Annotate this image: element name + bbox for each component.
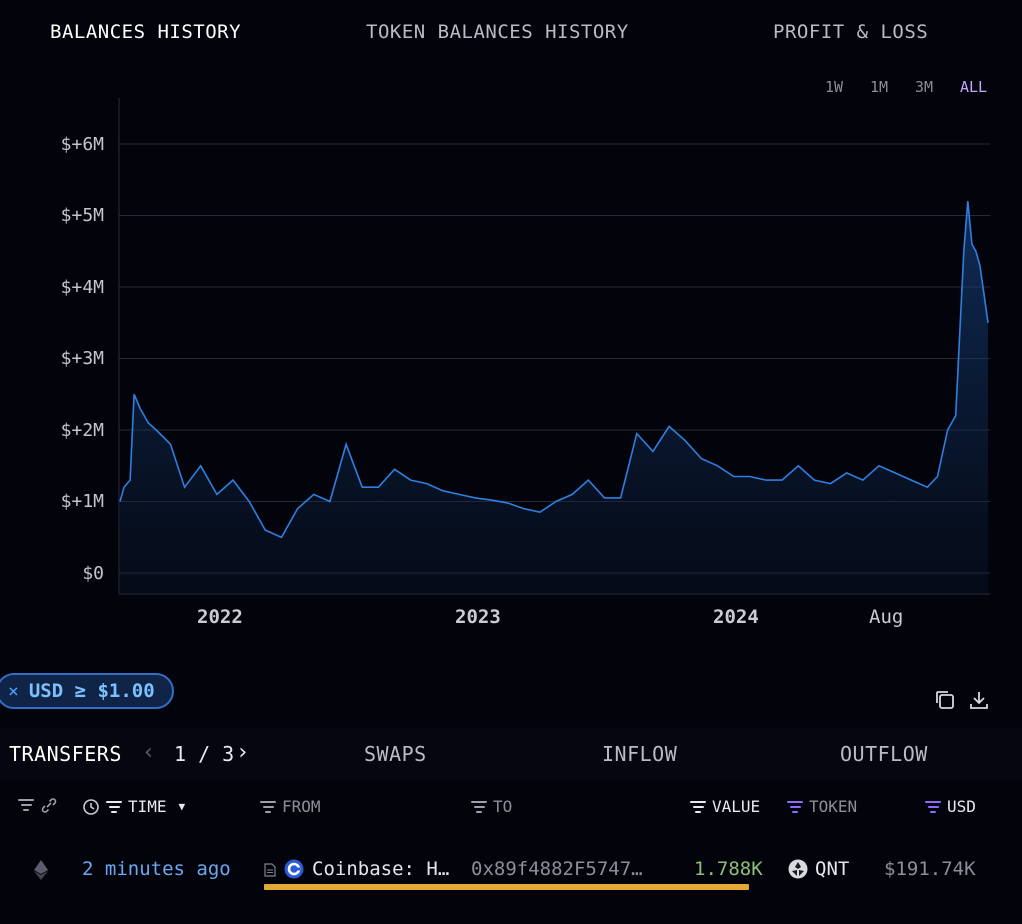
from-column-header[interactable]: FROM [260,797,321,816]
token-header-label: TOKEN [809,797,858,816]
x-tick-2023: 2023 [455,606,501,628]
range-1m-button[interactable]: 1M [870,78,889,96]
tab-transfers[interactable]: TRANSFERS [9,742,122,766]
time-header-label: TIME [128,797,167,816]
token-column-header[interactable]: TOKEN [787,797,857,816]
range-3m-button[interactable]: 3M [915,78,934,96]
balance-area [120,201,988,594]
time-column-header[interactable]: TIME ▼ [82,797,185,816]
time-cell[interactable]: 2 minutes ago [82,858,231,880]
filter-icon[interactable] [106,800,122,813]
sort-down-icon[interactable]: ▼ [178,800,186,813]
next-page-icon[interactable]: › [236,740,250,765]
filter-icon[interactable] [787,800,803,813]
tab-outflow[interactable]: OUTFLOW [840,742,928,766]
y-tick-3m: $+3M [60,348,104,369]
balance-line [119,201,989,539]
tab-profit-loss[interactable]: PROFIT & LOSS [773,21,929,43]
y-tick-4m: $+4M [60,277,104,298]
link-icon[interactable] [40,797,58,813]
usd-header-label: USD [947,797,976,816]
usd-filter-pill[interactable]: × USD ≥ $1.00 [0,673,174,709]
table-row[interactable]: 2 minutes ago Coinbase: H… 0x89f4882F574… [0,838,1022,900]
filter-icon[interactable] [260,800,276,813]
x-tick-aug: Aug [869,606,904,628]
from-header-label: FROM [282,797,321,816]
filter-icon[interactable] [18,799,34,811]
remove-filter-icon[interactable]: × [8,680,19,702]
usd-cell: $191.74K [884,858,976,880]
highlight-bar [264,884,749,890]
range-1w-button[interactable]: 1W [825,78,844,96]
y-tick-0: $0 [82,563,104,584]
copy-icon[interactable] [934,689,956,711]
usd-column-header[interactable]: USD [925,797,976,816]
to-column-header[interactable]: TO [471,797,512,816]
ethereum-icon [34,860,48,880]
subtabs-bar [0,728,1022,780]
range-all-button[interactable]: ALL [960,78,988,96]
to-header-label: TO [493,797,513,816]
clock-icon [83,798,99,815]
coinbase-logo-icon [284,859,304,879]
y-tick-1m: $+1M [60,491,104,512]
qnt-token-icon [788,859,808,879]
value-column-header[interactable]: VALUE [690,797,760,816]
y-tick-6m: $+6M [60,134,104,155]
filter-icon[interactable] [925,800,941,813]
balance-history-chart[interactable] [0,0,1022,640]
x-tick-2024: 2024 [713,606,759,628]
y-tick-2m: $+2M [60,420,104,441]
token-cell[interactable]: QNT [815,858,850,880]
tab-token-balances-history[interactable]: TOKEN BALANCES HISTORY [366,21,629,43]
download-icon[interactable] [968,689,990,711]
prev-page-icon[interactable]: ‹ [142,740,156,765]
column-controls-left [18,797,58,813]
y-tick-5m: $+5M [60,205,104,226]
tab-inflow[interactable]: INFLOW [602,742,678,766]
value-cell: 1.788K [694,858,763,880]
to-cell[interactable]: 0x89f4882F5747… [471,858,643,880]
filter-label: USD ≥ $1.00 [28,680,155,702]
filter-icon[interactable] [690,800,706,813]
page-indicator: 1 / 3 [174,742,235,766]
from-cell[interactable]: Coinbase: H… [312,858,450,880]
x-tick-2022: 2022 [197,606,243,628]
filter-icon[interactable] [471,800,487,813]
tab-swaps[interactable]: SWAPS [364,742,427,766]
tab-balances-history[interactable]: BALANCES HISTORY [50,21,242,43]
value-header-label: VALUE [712,797,761,816]
contract-icon [264,863,276,877]
